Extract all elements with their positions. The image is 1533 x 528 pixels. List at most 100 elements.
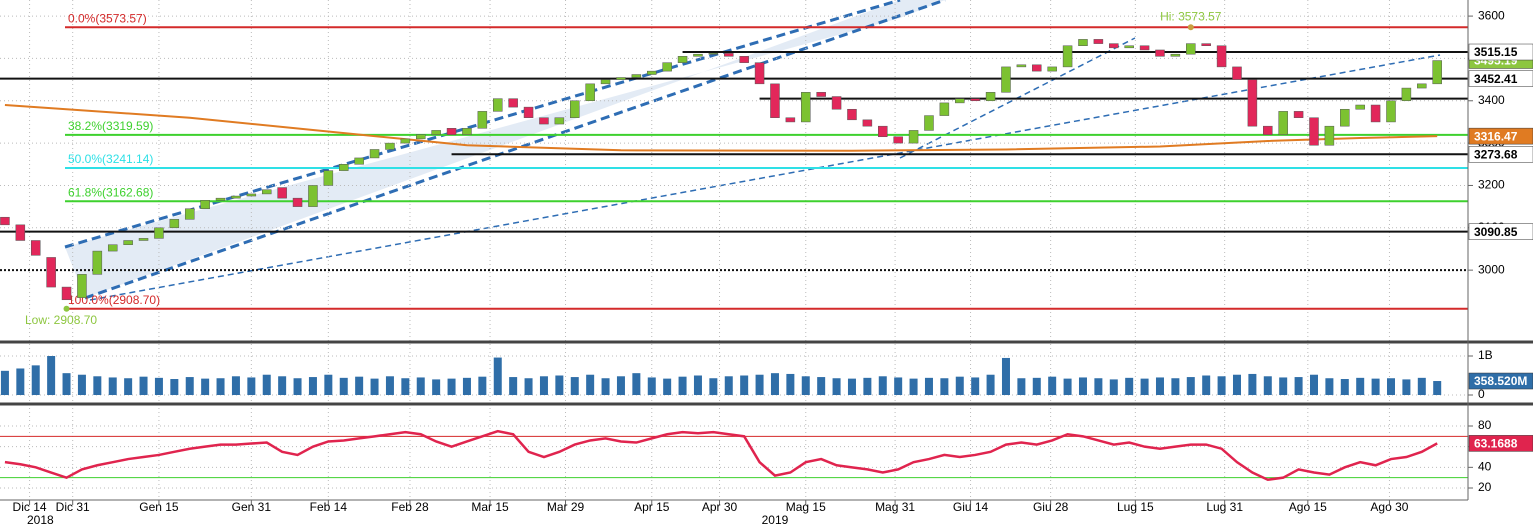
volume-bar: [262, 374, 271, 396]
candle: [708, 53, 719, 55]
x-tick-label: Ago 30: [1370, 500, 1408, 514]
y-tick-label: 1B: [1478, 348, 1493, 362]
volume-bar: [832, 378, 841, 396]
volume-bar: [971, 377, 980, 396]
candle: [0, 216, 10, 226]
rsi-line: [4, 429, 1438, 482]
y-tick-label: 3600: [1478, 8, 1505, 22]
volume-bar: [278, 376, 287, 396]
candle: [1386, 100, 1396, 123]
volume-bar: [570, 377, 579, 396]
volume-bar: [293, 378, 302, 396]
volume-bar: [124, 378, 133, 396]
low-marker: [63, 305, 70, 312]
candle: [1417, 83, 1427, 89]
volume-bar: [1356, 377, 1365, 396]
candle: [970, 98, 980, 102]
candle: [616, 77, 626, 80]
volume-bar: [986, 374, 995, 396]
candle: [292, 197, 303, 207]
candle: [169, 219, 180, 229]
volume-bar: [524, 378, 533, 396]
x-tick-label: Giu 14: [953, 500, 989, 514]
volume-bar: [601, 378, 610, 396]
volume-bar: [478, 376, 487, 396]
volume-bar: [231, 376, 240, 396]
fib-label: 100.0%(2908.70): [68, 293, 160, 307]
candle: [200, 200, 210, 209]
x-tick-label: Gen 15: [139, 500, 179, 514]
candle: [462, 128, 472, 135]
x-tick-label: Ago 15: [1289, 500, 1327, 514]
candle: [724, 53, 734, 57]
value-box: [1468, 43, 1533, 61]
candle: [1355, 104, 1365, 110]
volume-bar: [1386, 378, 1395, 396]
candle: [585, 83, 595, 102]
candle: [30, 240, 41, 256]
candle: [231, 195, 241, 199]
x-tick-label: Dic 14: [13, 500, 47, 514]
candle: [446, 128, 457, 135]
fib-label: 61.8%(3162.68): [68, 185, 153, 199]
candle: [385, 142, 395, 150]
candle: [1263, 125, 1273, 135]
candle: [184, 208, 195, 220]
volume-bar: [339, 377, 348, 396]
candle: [369, 149, 380, 159]
candle: [1078, 39, 1088, 46]
candle: [1124, 45, 1134, 49]
candle: [15, 224, 26, 241]
trend-line: [89, 54, 1441, 301]
candle: [138, 238, 149, 241]
candle: [1139, 45, 1150, 51]
volume-bar: [724, 376, 733, 396]
candle: [92, 250, 103, 275]
candle: [107, 244, 118, 252]
candle: [893, 136, 903, 144]
volume-bar: [924, 377, 933, 396]
volume-bar: [308, 377, 317, 396]
volume-bar: [1078, 377, 1087, 396]
candle: [1216, 45, 1227, 68]
value-box-label: 3515.15: [1474, 45, 1518, 59]
candle: [1186, 43, 1196, 55]
candle: [647, 70, 657, 75]
candle: [770, 83, 780, 118]
candle: [878, 125, 888, 138]
volume-bar: [355, 376, 364, 396]
candle: [570, 100, 580, 118]
candle: [1093, 39, 1104, 44]
candle: [816, 92, 826, 97]
volume-bar: [1202, 375, 1211, 396]
volume-bar: [740, 375, 749, 396]
value-box: [1468, 372, 1533, 390]
volume-bar: [1217, 376, 1226, 396]
volume-bar: [1140, 378, 1149, 396]
y-tick-label: 40: [1478, 460, 1492, 474]
volume-bar: [1032, 377, 1041, 396]
hi-marker: [1187, 24, 1194, 31]
x-tick-label: Mag 15: [786, 500, 826, 514]
candle: [308, 185, 318, 207]
candle: [1109, 43, 1119, 49]
candle: [1170, 53, 1181, 57]
candle: [154, 227, 164, 239]
candle: [924, 115, 934, 131]
candle: [554, 117, 565, 125]
value-box-label: 3273.68: [1474, 147, 1518, 161]
volume-bar: [817, 377, 826, 396]
candle: [1232, 66, 1242, 80]
volume-bar: [0, 370, 9, 396]
low-label: Low: 2908.70: [25, 313, 97, 327]
candle: [847, 108, 857, 121]
candle: [955, 98, 965, 104]
y-tick-label: 3000: [1478, 262, 1505, 276]
volume-bar: [709, 378, 718, 396]
volume-bar: [47, 356, 56, 396]
candle: [477, 111, 488, 129]
x-tick-label: Mar 15: [471, 500, 509, 514]
candle: [600, 79, 611, 85]
volume-bar: [416, 377, 425, 396]
